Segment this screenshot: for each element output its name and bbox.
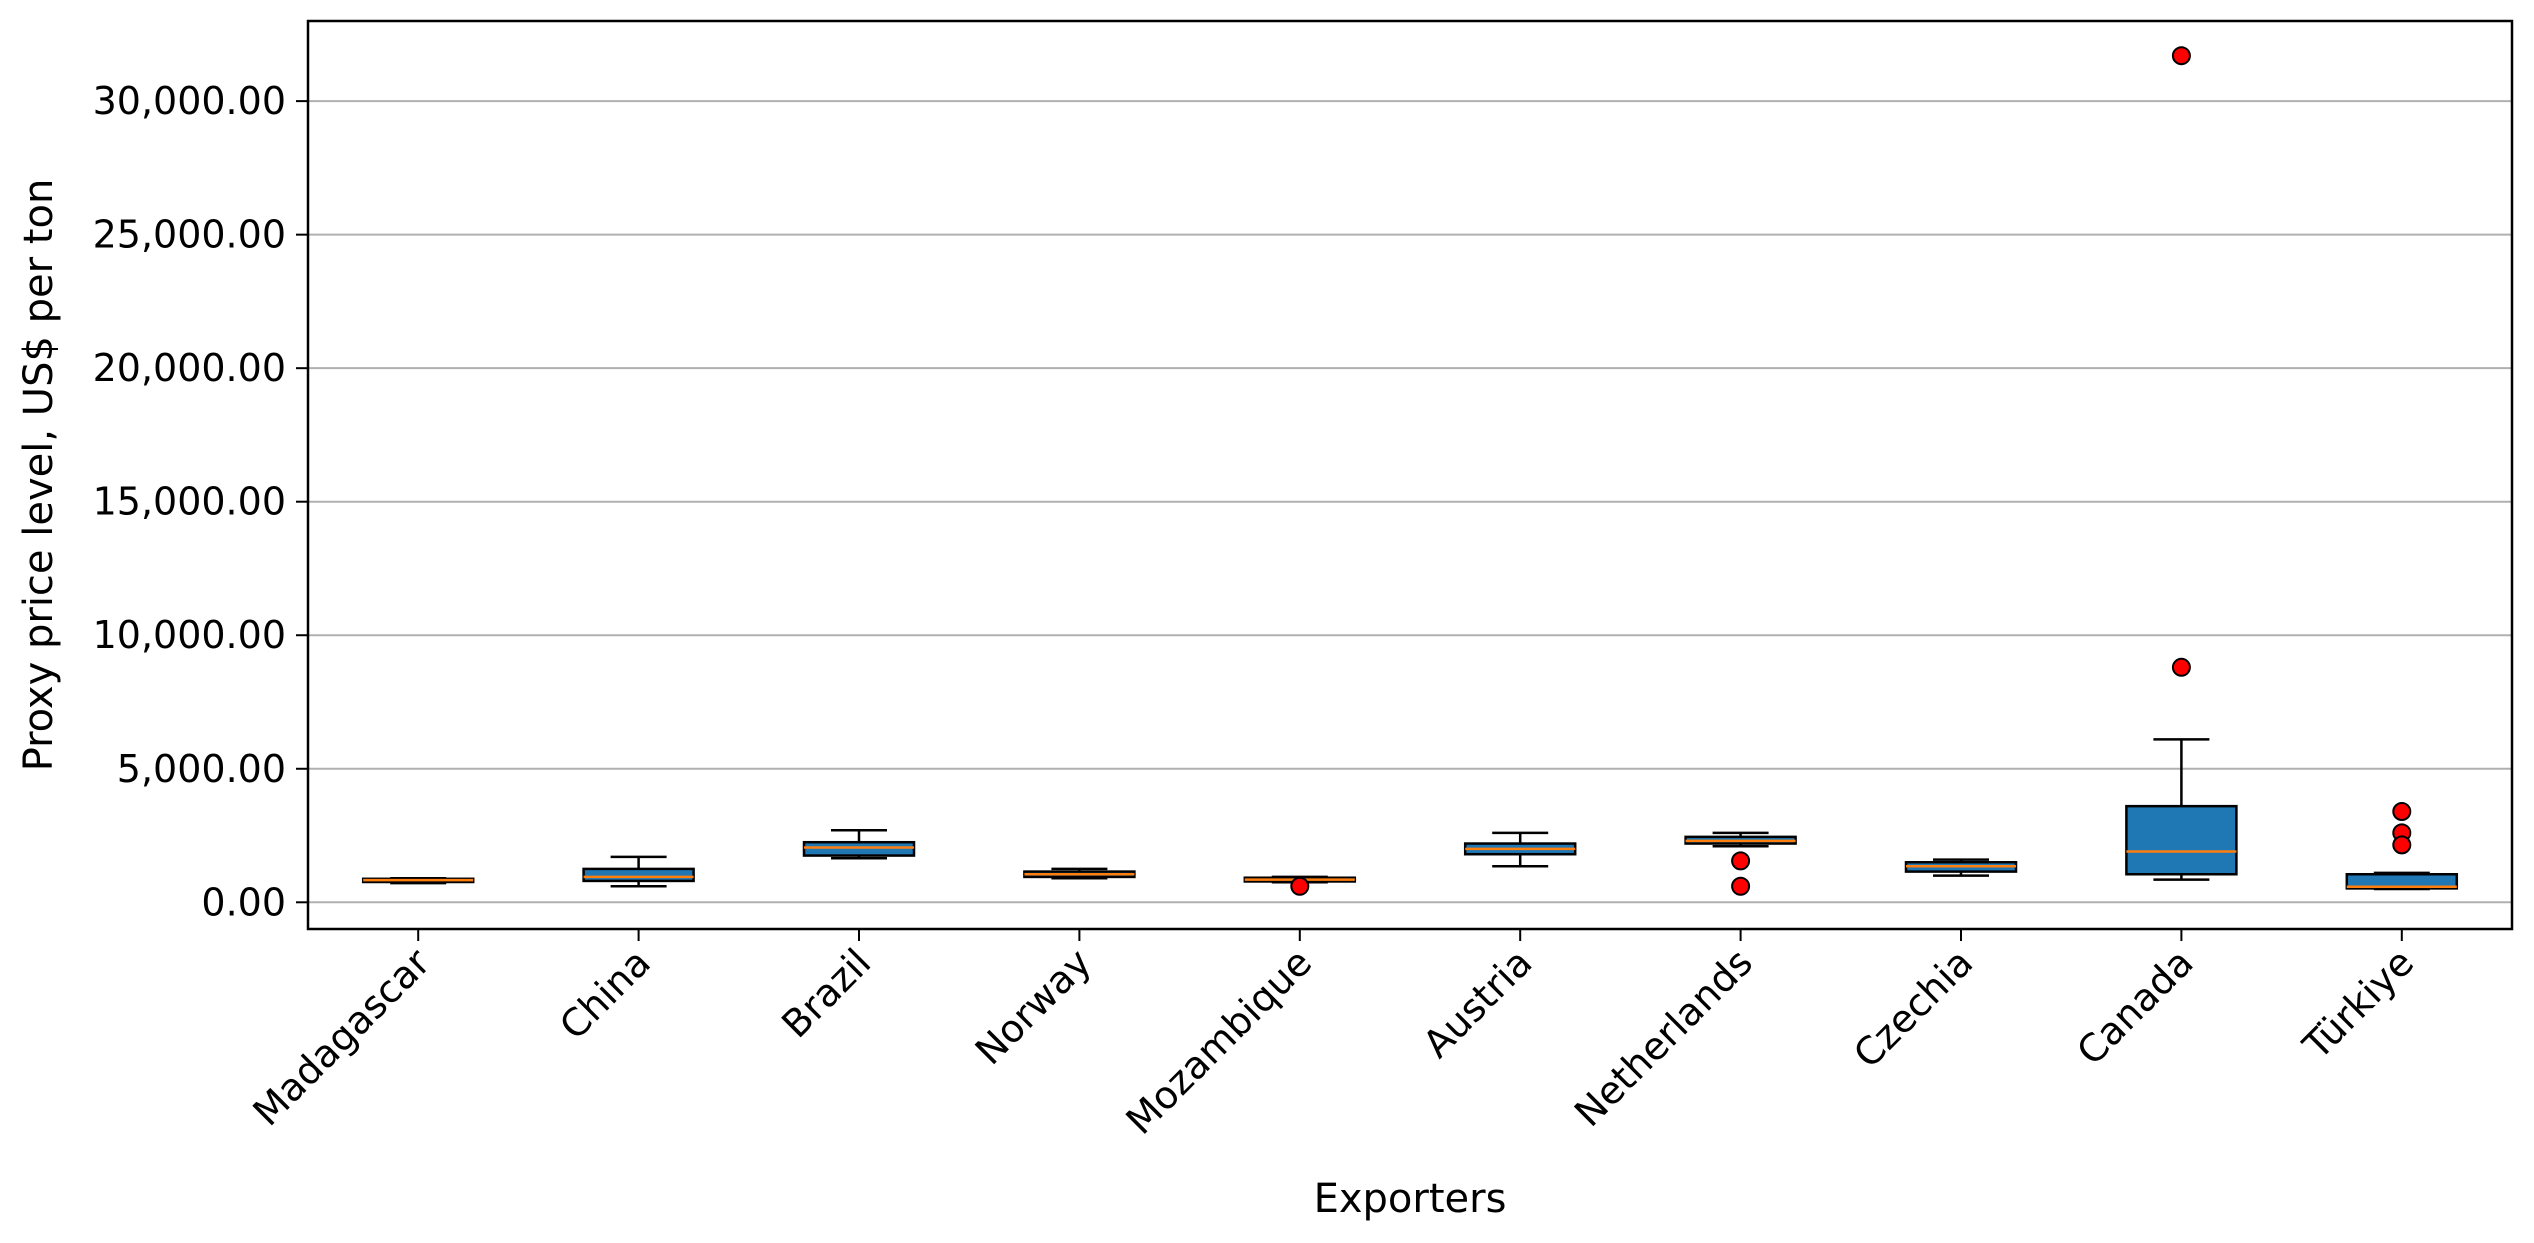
box-china <box>582 855 695 888</box>
box-czechia <box>1904 858 2018 877</box>
box-madagascar <box>361 877 475 885</box>
outlier-point <box>1290 876 1310 896</box>
box-mozambique <box>1243 875 1357 896</box>
box-body <box>582 867 695 883</box>
box-canada <box>2125 46 2238 881</box>
y-tick-label: 25,000.00 <box>93 213 286 257</box>
y-axis-title: Proxy price level, US$ per ton <box>16 179 62 772</box>
box-netherlands <box>1684 831 1797 896</box>
outlier-point <box>1731 876 1751 896</box>
y-tick-label: 15,000.00 <box>93 480 286 524</box>
outlier-point <box>2171 657 2191 677</box>
outlier-point <box>2171 46 2191 66</box>
x-tick-label: Netherlands <box>1566 940 1761 1135</box>
outlier-point <box>2392 801 2412 821</box>
box-body <box>802 840 916 857</box>
x-tick-label: Czechia <box>1845 940 1981 1076</box>
x-tick-label: Norway <box>967 940 1100 1073</box>
y-axis: 0.00 5,000.00 10,000.00 15,000.00 20,000.00 2… <box>93 79 308 924</box>
grid-lines <box>308 100 2512 904</box>
box-series <box>361 46 2459 896</box>
plot-frame <box>306 19 2514 931</box>
y-tick-label: 0.00 <box>201 880 286 924</box>
x-tick-label: Türkiye <box>2294 940 2422 1068</box>
x-tick-label: Brazil <box>773 940 879 1046</box>
y-tick-label: 30,000.00 <box>93 79 286 123</box>
x-tick-label: Madagascar <box>244 940 438 1134</box>
box-brazil <box>802 828 916 860</box>
box-austria <box>1463 831 1577 868</box>
x-axis-title: Exporters <box>1314 1176 1507 1222</box>
box-norway <box>1023 867 1136 880</box>
x-axis: Madagascar China Brazil Norway Mozambique Aus… <box>244 929 2422 1143</box>
box-body <box>2125 804 2238 876</box>
outlier-point <box>2392 835 2412 855</box>
y-tick-label: 20,000.00 <box>93 346 286 390</box>
y-tick-label: 5,000.00 <box>117 747 286 791</box>
box-türkiye <box>2345 801 2459 891</box>
x-tick-label: Mozambique <box>1118 940 1321 1143</box>
y-tick-label: 10,000.00 <box>93 613 286 657</box>
x-tick-label: Canada <box>2068 940 2201 1073</box>
outlier-point <box>1731 851 1751 871</box>
box-body <box>2345 873 2459 890</box>
x-tick-label: China <box>551 940 659 1048</box>
x-tick-label: Austria <box>1415 940 1541 1066</box>
